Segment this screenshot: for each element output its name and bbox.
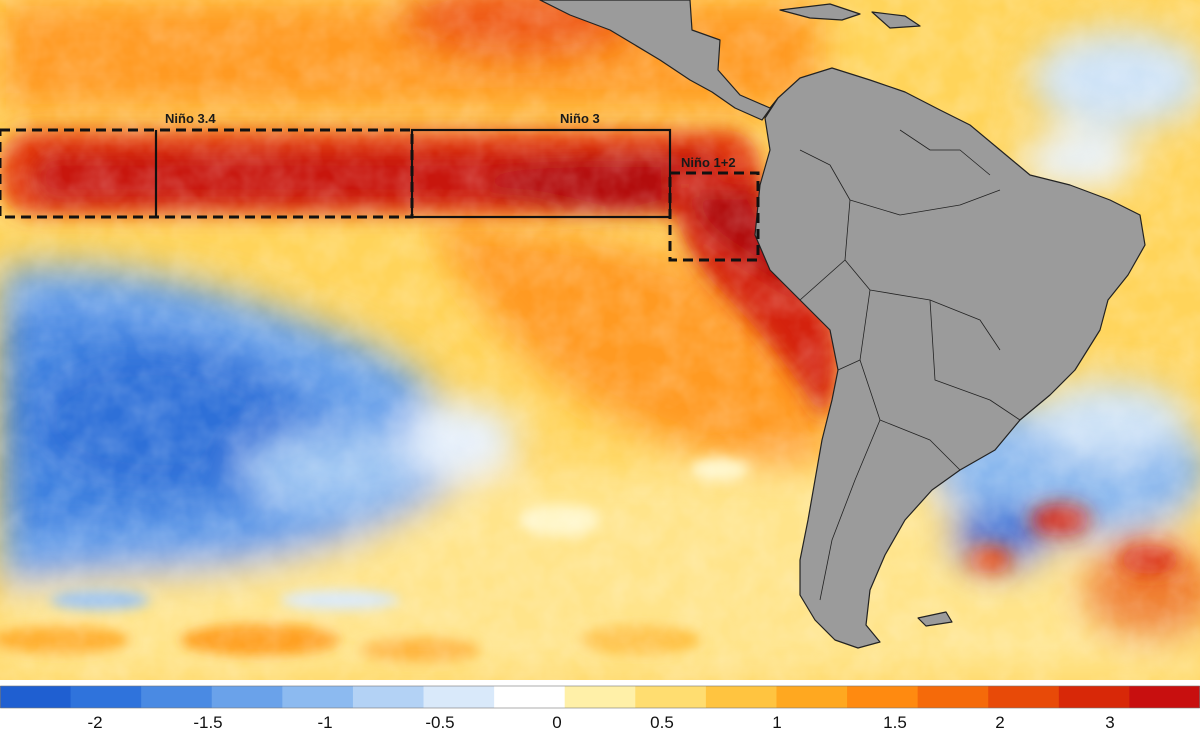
colorbar-segment	[70, 686, 142, 708]
nino-3-4-label: Niño 3.4	[165, 111, 216, 126]
colorbar-tick-label: 3	[1105, 713, 1114, 732]
colorbar-tick-label: -0.5	[425, 713, 454, 732]
nino-1-2-box	[668, 171, 760, 262]
colorbar-segment	[1129, 686, 1200, 708]
colorbar-tick-label: -1	[317, 713, 332, 732]
colorbar-tick-label: 0.5	[650, 713, 674, 732]
colorbar-segment	[282, 686, 354, 708]
colorbar-segment	[494, 686, 566, 708]
colorbar-segment	[917, 686, 989, 708]
colorbar-segment	[705, 686, 778, 708]
colorbar-tick-label: -2	[87, 713, 102, 732]
colorbar-tick-label: 0	[552, 713, 561, 732]
colorbar-tick-label: 1	[772, 713, 781, 732]
colorbar-tick-label: 1.5	[883, 713, 907, 732]
nino-1-2-label: Niño 1+2	[681, 155, 736, 170]
colorbar-tick-label: 2	[995, 713, 1004, 732]
colorbar-segment	[847, 686, 919, 708]
colorbar-tick-label: -1.5	[193, 713, 222, 732]
colorbar	[0, 685, 1200, 709]
south-america-landmass	[539, 0, 1146, 649]
colorbar-segment	[776, 686, 848, 708]
colorbar-segment	[352, 686, 425, 708]
colorbar-segment	[564, 686, 636, 708]
nino-regions	[0, 128, 760, 262]
colorbar-segment	[988, 686, 1060, 708]
colorbar-ticks: -2 -1.5 -1 -0.5 0 0.5 1 1.5 2 3	[87, 713, 1114, 732]
colorbar-segment	[141, 686, 213, 708]
colorbar-segment	[423, 686, 495, 708]
colorbar-segment	[1058, 686, 1131, 708]
colorbar-segment	[635, 686, 707, 708]
colorbar-segment	[211, 686, 283, 708]
nino-3-label: Niño 3	[560, 111, 600, 126]
colorbar-segment	[0, 686, 72, 708]
